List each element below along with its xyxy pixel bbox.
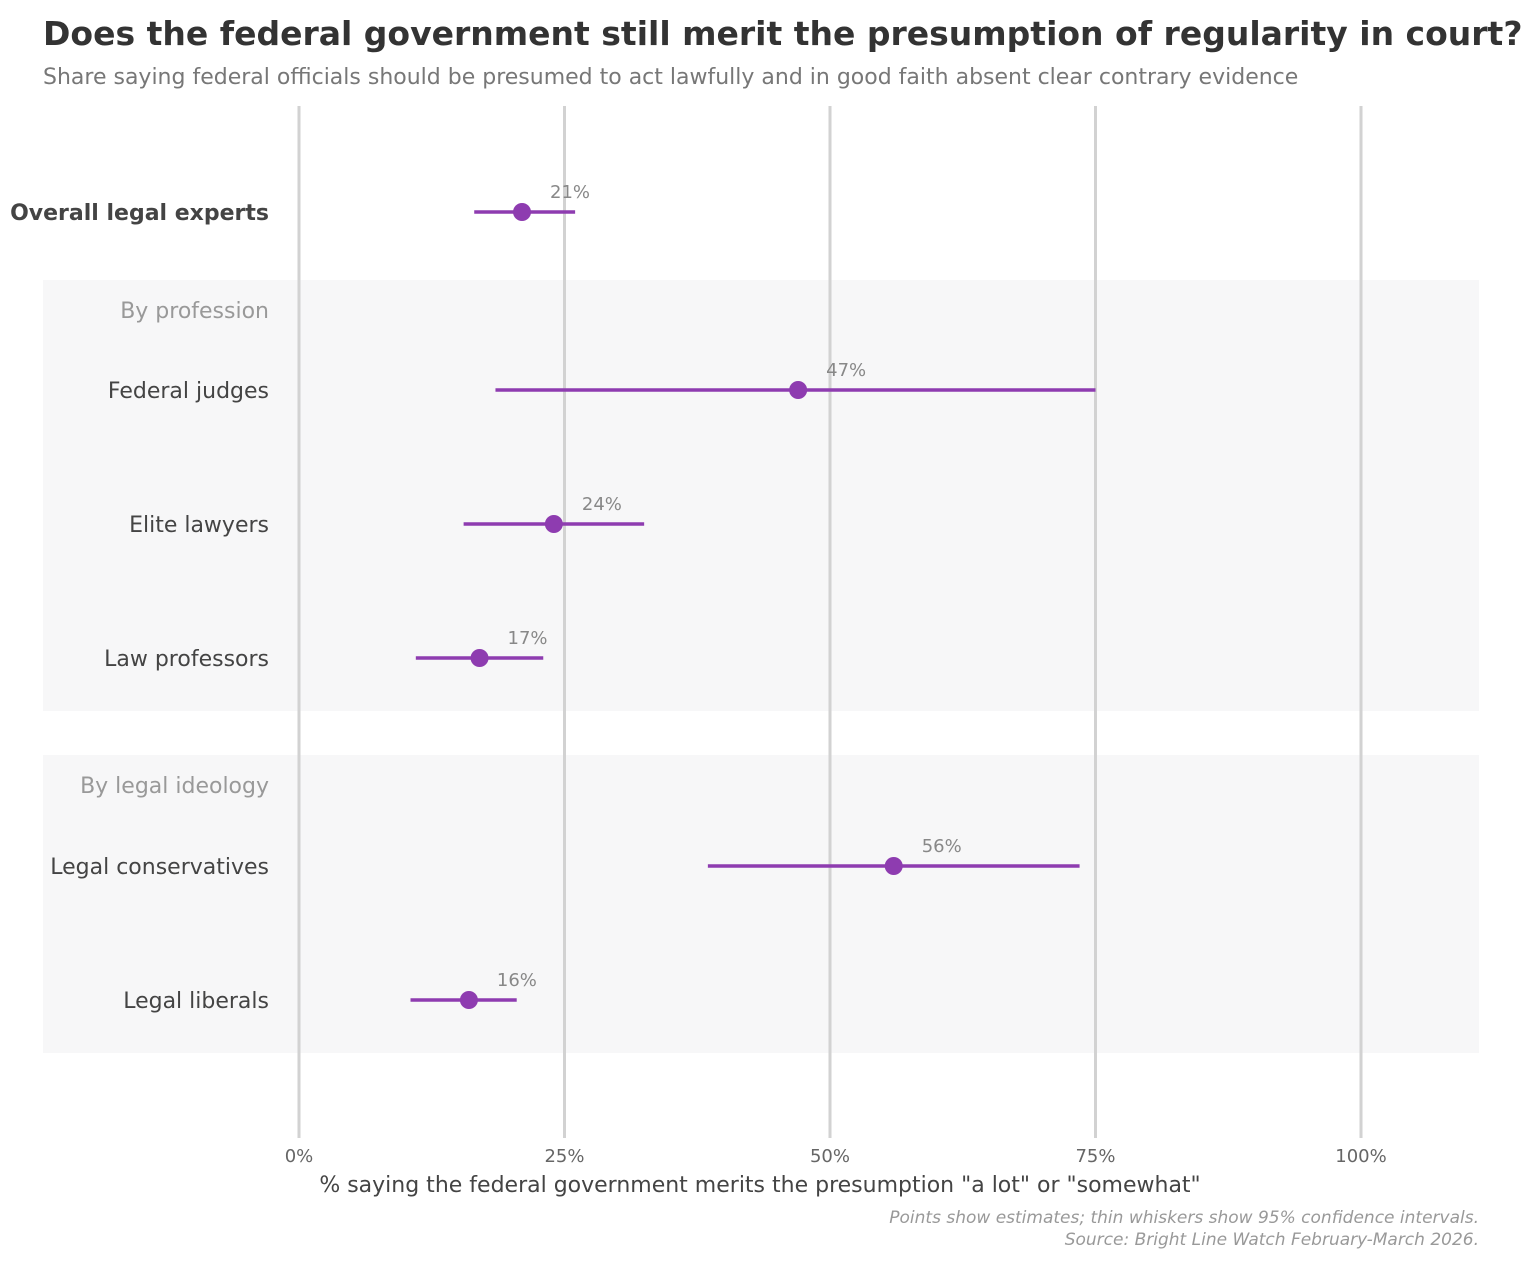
- x-tick-75: 75%: [1075, 1146, 1115, 1167]
- value-label: 56%: [922, 836, 962, 857]
- estimate-point: [884, 857, 903, 875]
- dot-plot: By profession By legal ideology Overall l…: [10, 106, 1479, 1198]
- row-labels: Overall legal experts Federal judges Elite…: [10, 201, 269, 1014]
- row-label: Overall legal experts: [10, 201, 269, 226]
- value-label: 21%: [550, 182, 590, 203]
- group-label: By legal ideology: [80, 774, 269, 799]
- chart-caption: Points show estimates; thin whiskers sho…: [889, 1207, 1479, 1251]
- row-label: Legal conservatives: [50, 855, 269, 880]
- panel-1: [43, 280, 1479, 711]
- x-tick-25: 25%: [544, 1146, 584, 1167]
- row-label: Legal liberals: [123, 989, 269, 1014]
- chart-title: Does the federal government still merit …: [43, 14, 1523, 53]
- x-tick-labels: 0% 25% 50% 75% 100%: [285, 1146, 1387, 1167]
- estimate-points: [459, 203, 903, 1009]
- panel-2: [43, 755, 1479, 1053]
- x-axis-label: % saying the federal government merits t…: [319, 1173, 1200, 1198]
- gridlines: [297, 106, 1363, 1138]
- estimate-point: [513, 203, 532, 221]
- estimate-point: [470, 649, 489, 667]
- row-label: Law professors: [104, 647, 269, 672]
- caption-note: Points show estimates; thin whiskers sho…: [889, 1208, 1479, 1228]
- estimate-point: [544, 515, 563, 533]
- value-labels: 21% 47% 24% 17% 56% 16%: [497, 182, 962, 991]
- estimate-point: [789, 381, 808, 399]
- value-label: 16%: [497, 970, 537, 991]
- row-label: Elite lawyers: [129, 513, 269, 538]
- estimate-point: [459, 991, 478, 1009]
- row-label: Federal judges: [108, 379, 269, 404]
- value-label: 17%: [508, 628, 548, 649]
- chart-subtitle: Share saying federal officials should be…: [43, 65, 1299, 90]
- caption-source: Source: Bright Line Watch February-March…: [1064, 1230, 1479, 1250]
- value-label: 47%: [826, 360, 866, 381]
- x-tick-0: 0%: [285, 1146, 314, 1167]
- group-panels: [43, 280, 1479, 1053]
- group-labels: By profession By legal ideology: [80, 299, 269, 799]
- value-label: 24%: [582, 494, 622, 515]
- group-label: By profession: [120, 299, 269, 324]
- x-tick-50: 50%: [810, 1146, 850, 1167]
- x-tick-100: 100%: [1335, 1146, 1386, 1167]
